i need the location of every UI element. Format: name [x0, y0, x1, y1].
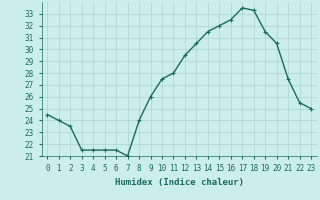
X-axis label: Humidex (Indice chaleur): Humidex (Indice chaleur) — [115, 178, 244, 187]
